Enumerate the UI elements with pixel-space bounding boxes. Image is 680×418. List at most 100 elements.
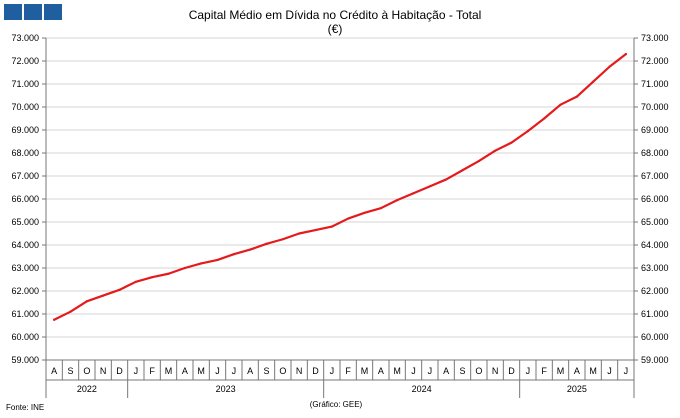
gee-logo [4,4,62,20]
y-tick-label-left: 72.000 [11,56,39,66]
y-tick-label-right: 60.000 [641,332,669,342]
x-month-label: J [411,366,416,376]
x-month-label: A [574,366,580,376]
y-tick-label-left: 61.000 [11,309,39,319]
x-month-label: M [165,366,173,376]
y-tick-label-left: 69.000 [11,125,39,135]
y-tick-label-left: 71.000 [11,79,39,89]
y-tick-label-right: 71.000 [641,79,669,89]
data-point [102,294,105,297]
y-tick-label-right: 64.000 [641,240,669,250]
x-month-label: O [475,366,482,376]
data-point [396,199,399,202]
data-point [575,95,578,98]
x-year-label: 2022 [77,384,97,394]
y-tick-label-left: 62.000 [11,286,39,296]
y-tick-label-left: 60.000 [11,332,39,342]
data-point [624,53,627,56]
logo-block [24,4,42,20]
y-tick-label-right: 72.000 [641,56,669,66]
data-point [494,149,497,152]
x-month-label: J [134,366,139,376]
y-tick-label-right: 67.000 [641,171,669,181]
y-tick-label-left: 68.000 [11,148,39,158]
x-month-label: M [393,366,401,376]
data-point [216,258,219,262]
data-point [363,211,366,214]
data-point [608,65,611,68]
data-point [559,103,562,106]
x-month-label: O [279,366,286,376]
x-month-label: M [361,366,369,376]
y-axis-right-labels: 59.000 60.000 61.000 62.000 63.000 64.000 65.0… [641,33,669,365]
y-tick-label-left: 70.000 [11,102,39,112]
x-month-label: S [263,366,269,376]
y-tick-label-right: 61.000 [641,309,669,319]
x-year-label: 2025 [567,384,587,394]
data-point [69,310,72,313]
data-point [85,300,88,303]
chart-subtitle: (€) [328,22,343,36]
data-point [592,80,595,83]
y-axis-left-labels: 59.000 60.000 61.000 62.000 63.000 64.000 65.0… [11,33,39,365]
x-month-label: A [247,366,253,376]
x-axis: A S O N D J F M A M J J A S O N D J F M A M J J A S O N D J F M A M J J2022… [45,360,635,398]
data-point [510,141,513,144]
chart-title: Capital Médio em Dívida no Crédito à Hab… [189,8,482,22]
x-month-label: F [149,366,155,376]
x-month-label: A [378,366,384,376]
data-point [347,217,350,220]
y-tick-label-right: 63.000 [641,263,669,273]
y-tick-label-right: 68.000 [641,148,669,158]
axes [42,37,638,398]
x-month-label: J [607,366,612,376]
y-tick-label-left: 67.000 [11,171,39,181]
x-month-label: J [232,366,237,376]
data-point [379,207,382,210]
y-tick-label-right: 65.000 [641,217,669,227]
data-point [200,262,203,265]
series-group [53,52,627,321]
y-tick-label-left: 64.000 [11,240,39,250]
x-month-label: A [443,366,449,376]
chart-credit: (Gráfico: GEE) [310,400,363,409]
y-tick-label-left: 59.000 [11,355,39,365]
y-tick-label-right: 62.000 [641,286,669,296]
data-point [526,130,529,133]
data-point [232,253,235,256]
x-month-label: O [83,366,90,376]
y-tick-label-left: 66.000 [11,194,39,204]
x-month-label: M [589,366,597,376]
x-month-label: J [215,366,220,376]
data-point [53,318,56,321]
data-point [134,280,137,283]
series-line [53,52,627,321]
data-point [314,228,317,232]
y-tick-label-left: 65.000 [11,217,39,227]
y-tick-label-right: 66.000 [641,194,669,204]
data-point [445,178,448,181]
source-note: Fonte: INE [6,403,44,412]
x-month-label: J [624,366,629,376]
x-month-label: J [526,366,531,376]
y-tick-label-right: 70.000 [641,102,669,112]
y-tick-label-left: 63.000 [11,263,39,273]
data-point [167,272,170,275]
x-month-label: A [182,366,188,376]
x-month-label: M [557,366,565,376]
data-point [281,238,284,241]
data-point [249,248,252,251]
data-point [298,232,301,235]
x-month-label: D [116,366,123,376]
data-point [118,288,121,291]
data-point [265,242,268,245]
x-month-label: F [345,366,351,376]
x-year-label: 2023 [216,384,236,394]
x-month-label: F [541,366,547,376]
data-point [183,266,186,270]
data-point [461,169,464,172]
x-month-label: M [197,366,205,376]
logo-block [44,4,62,20]
data-point [543,117,546,120]
